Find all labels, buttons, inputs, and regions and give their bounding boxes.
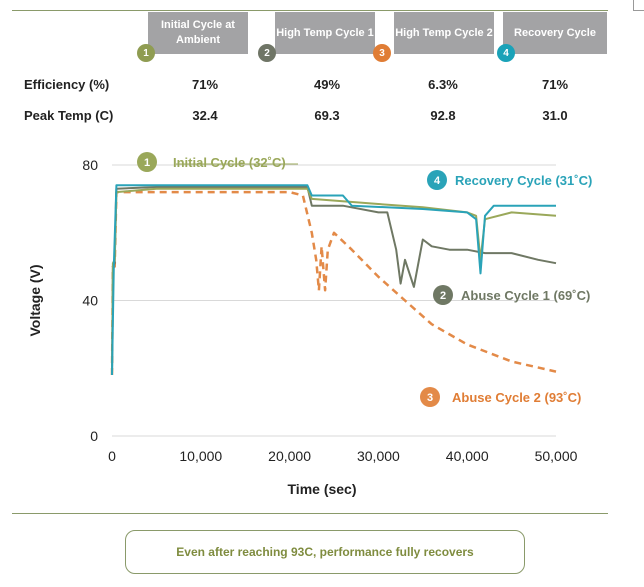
annotation-label: Abuse Cycle 2 (93˚C) (452, 390, 581, 405)
bottom-rule (12, 513, 608, 514)
cycle-badge-1: 1 (137, 44, 155, 62)
row-label-efficiency: Efficiency (%) (24, 77, 110, 92)
x-tick-label: 40,000 (446, 448, 489, 464)
x-tick-label: 10,000 (179, 448, 222, 464)
series-line-4 (111, 184, 556, 376)
cell-efficiency-1: 71% (191, 77, 219, 92)
cell-peak-temp-4: 31.0 (542, 108, 568, 123)
voltage-chart: 0 40 80 0 10,000 20,000 30,000 40,000 50,000 Time… (27, 152, 592, 497)
annotation-badge-number: 4 (434, 175, 441, 187)
summary-callout: Even after reaching 93C, performance ful… (125, 530, 525, 574)
annotation-label: Recovery Cycle (31˚C) (455, 173, 592, 188)
column-header-initial: Initial Cycle at Ambient (148, 12, 248, 54)
cell-efficiency-4: 71% (541, 77, 569, 92)
annotation-badge-number: 1 (144, 157, 150, 169)
cell-peak-temp-3: 92.8 (430, 108, 456, 123)
top-rule (12, 10, 608, 11)
x-tick-label: 50,000 (535, 448, 578, 464)
annotation-badge-number: 2 (440, 290, 446, 302)
annotation-badge (137, 152, 157, 172)
cell-peak-temp-2: 69.3 (314, 108, 340, 123)
annotation-badge (420, 387, 440, 407)
annotation-badge-number: 3 (427, 392, 433, 404)
y-tick-label: 40 (82, 293, 98, 309)
cycle-badge-4: 4 (497, 44, 515, 62)
cell-peak-temp-1: 32.4 (192, 108, 218, 123)
y-tick-label: 0 (90, 428, 98, 444)
column-header-recovery: Recovery Cycle (503, 12, 607, 54)
series-line-1 (111, 187, 557, 376)
y-tick-label: 80 (82, 157, 98, 173)
annotation-label: Initial Cycle (32˚C) (173, 155, 286, 170)
column-header-high-temp-2: High Temp Cycle 2 (394, 12, 494, 54)
summary-callout-text: Even after reaching 93C, performance ful… (176, 545, 474, 559)
series-line-2 (111, 186, 557, 376)
row-label-peak-temp: Peak Temp (C) (24, 108, 114, 123)
annotation-label: Abuse Cycle 1 (69˚C) (461, 288, 590, 303)
annotation-badge (433, 285, 453, 305)
column-header-high-temp-1: High Temp Cycle 1 (275, 12, 375, 54)
cell-efficiency-3: 6.3% (428, 77, 458, 92)
window-corner (633, 0, 644, 11)
annotation-badge (427, 170, 447, 190)
cycle-badge-2: 2 (258, 44, 276, 62)
x-tick-label: 30,000 (357, 448, 400, 464)
x-axis-title: Time (sec) (288, 481, 357, 497)
x-tick-label: 20,000 (268, 448, 311, 464)
cycle-badge-3: 3 (373, 44, 391, 62)
series-line-3 (110, 190, 557, 376)
cell-efficiency-2: 49% (313, 77, 341, 92)
x-tick-label: 0 (108, 448, 116, 464)
y-axis-title: Voltage (V) (27, 264, 43, 336)
